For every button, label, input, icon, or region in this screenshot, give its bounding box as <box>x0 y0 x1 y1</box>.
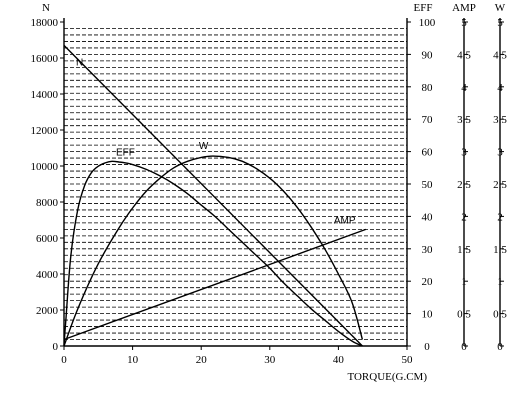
eff-tick-label: 70 <box>422 114 434 126</box>
w-tick-label: 0.5 <box>493 309 507 321</box>
amp-tick-label: 3 <box>461 147 467 159</box>
eff-tick-label: 80 <box>422 82 434 94</box>
n-tick-label: 14000 <box>31 89 59 101</box>
w-axis-title: W <box>495 2 506 14</box>
x-axis-title: TORQUE(G.CM) <box>347 371 427 383</box>
x-tick-label: 0 <box>61 354 67 366</box>
series-w-line <box>63 155 364 347</box>
w-tick-label: 4.5 <box>493 49 507 61</box>
series-curves <box>63 44 367 347</box>
amp-tick-label: 5 <box>461 17 467 29</box>
n-tick-label: 12000 <box>31 125 59 137</box>
w-tick-label: 3.5 <box>493 114 507 126</box>
series-amp-label: AMP <box>334 215 356 226</box>
series-amp-line <box>63 228 367 341</box>
n-tick-label: 0 <box>53 341 59 353</box>
x-tick-label: 50 <box>402 354 414 366</box>
n-tick-label: 4000 <box>36 269 59 281</box>
eff-tick-label: 20 <box>422 276 434 288</box>
n-tick-label: 10000 <box>31 161 59 173</box>
w-tick-label: 2 <box>497 211 503 223</box>
w-tick-label: 2.5 <box>493 179 507 191</box>
chart-labels: 0200040006000800010000120001400016000180… <box>31 2 508 383</box>
n-tick-label: 8000 <box>36 197 59 209</box>
w-tick-label: 0 <box>497 341 503 353</box>
x-tick-label: 10 <box>127 354 139 366</box>
eff-tick-label: 0 <box>424 341 430 353</box>
series-n-label: N <box>76 57 83 68</box>
amp-tick-label: 1 <box>461 276 467 288</box>
eff-tick-label: 10 <box>422 309 434 321</box>
eff-tick-label: 50 <box>422 179 434 191</box>
n-tick-label: 6000 <box>36 233 59 245</box>
n-tick-label: 18000 <box>31 17 59 29</box>
eff-tick-label: 100 <box>419 17 436 29</box>
w-tick-label: 4 <box>497 82 503 94</box>
amp-tick-label: 1.5 <box>457 244 471 256</box>
grid-lines <box>64 28 407 340</box>
amp-tick-label: 4 <box>461 82 467 94</box>
eff-tick-label: 90 <box>422 49 434 61</box>
series-w-label: W <box>199 141 209 152</box>
w-tick-label: 3 <box>497 147 503 159</box>
amp-tick-label: 2 <box>461 211 467 223</box>
amp-tick-label: 0.5 <box>457 309 471 321</box>
w-tick-label: 5 <box>497 17 503 29</box>
n-tick-label: 2000 <box>36 305 59 317</box>
eff-tick-label: 40 <box>422 211 434 223</box>
amp-tick-label: 2.5 <box>457 179 471 191</box>
eff-tick-label: 60 <box>422 147 434 159</box>
amp-tick-label: 3.5 <box>457 114 471 126</box>
amp-tick-label: 0 <box>461 341 467 353</box>
x-tick-label: 30 <box>264 354 276 366</box>
amp-axis-title: AMP <box>452 2 476 14</box>
w-tick-label: 1.5 <box>493 244 507 256</box>
amp-tick-label: 4.5 <box>457 49 471 61</box>
n-tick-label: 16000 <box>31 53 59 65</box>
x-tick-label: 40 <box>333 354 345 366</box>
eff-tick-label: 30 <box>422 244 434 256</box>
axes <box>60 18 504 350</box>
series-eff-label: EFF <box>116 147 135 158</box>
series-n-line <box>63 44 363 347</box>
eff-axis-title: EFF <box>414 2 433 14</box>
series-eff-line <box>63 160 363 347</box>
x-tick-label: 20 <box>196 354 208 366</box>
n-axis-title: N <box>42 2 50 14</box>
w-tick-label: 1 <box>497 276 503 288</box>
